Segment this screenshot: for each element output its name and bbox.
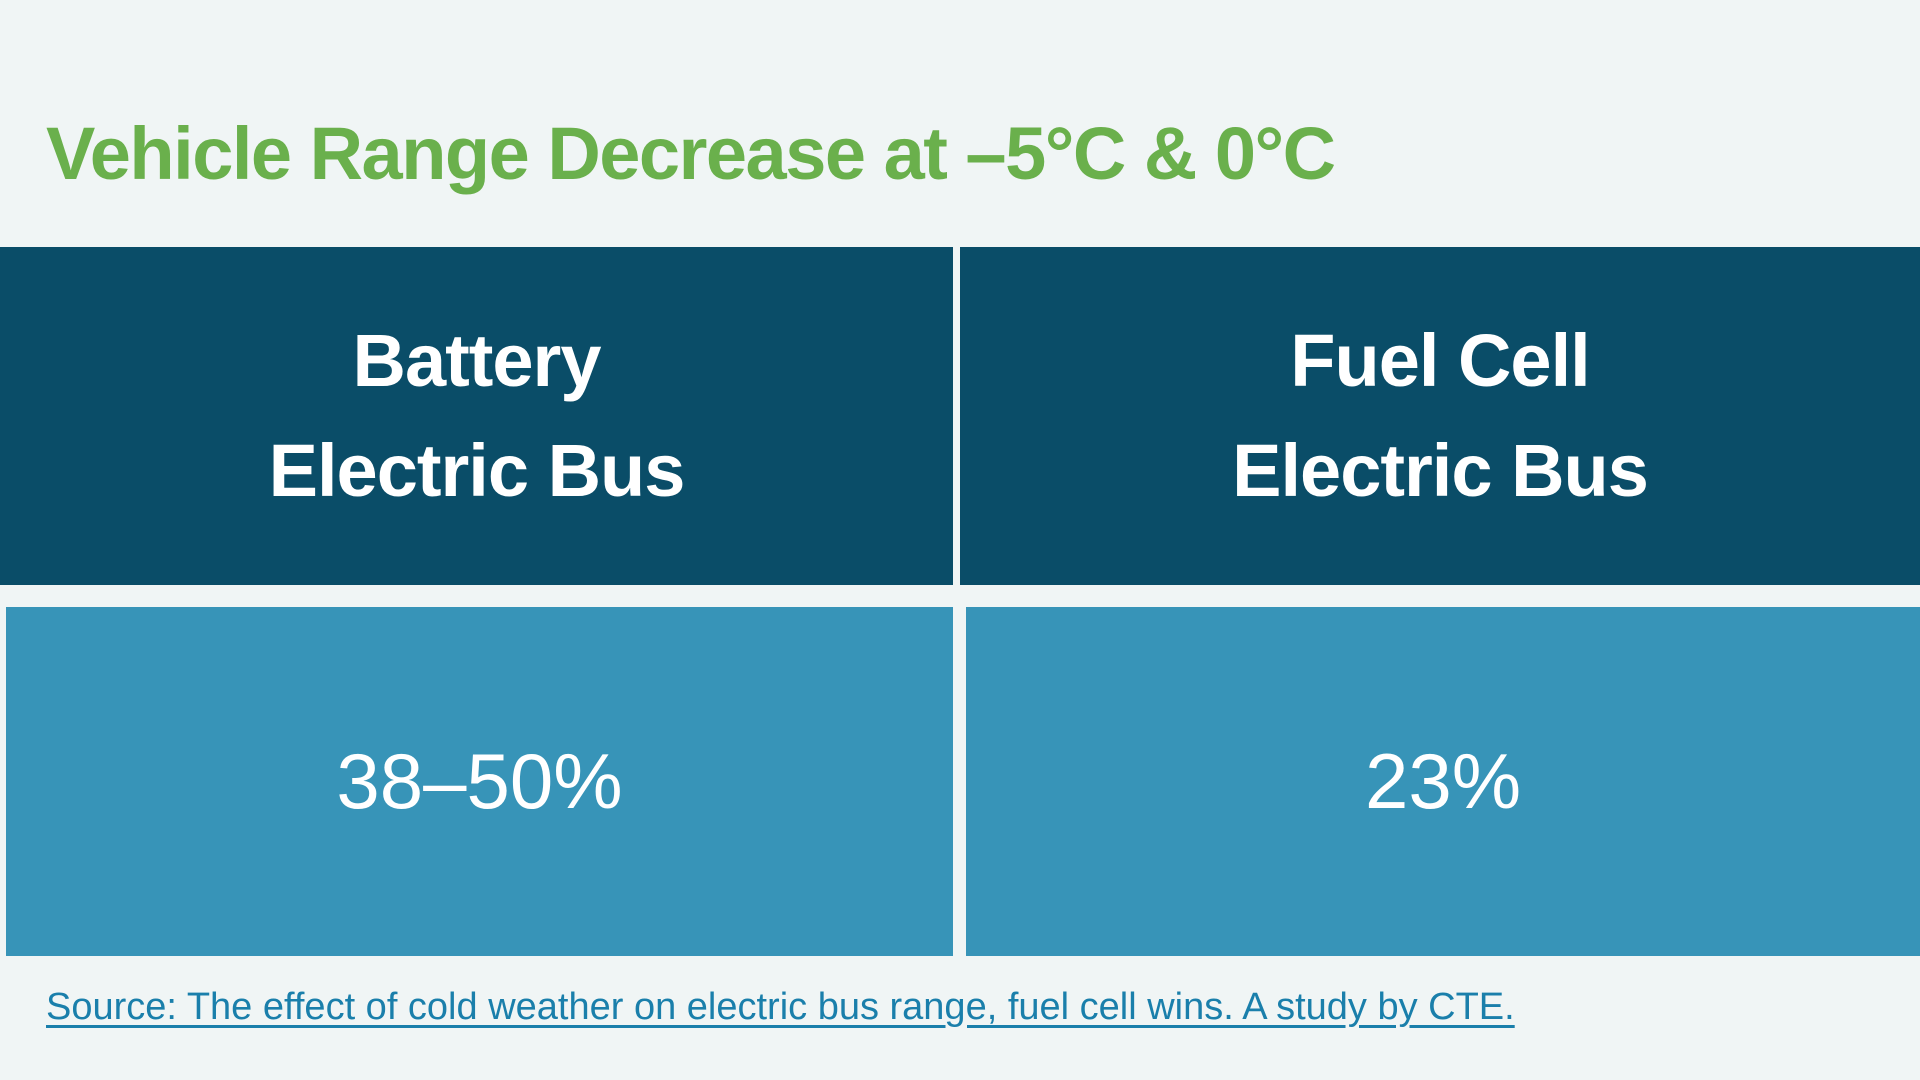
source-link[interactable]: Source: The effect of cold weather on el…	[46, 986, 1515, 1028]
header-fuel-cell-electric-bus: Fuel Cell Electric Bus	[960, 247, 1920, 585]
chart-title: Vehicle Range Decrease at –5°C & 0°C	[46, 112, 1336, 195]
value-battery-electric-bus: 38–50%	[6, 607, 953, 956]
header-fuel-cell-line1: Fuel Cell	[1290, 319, 1590, 402]
header-battery-line1: Battery	[352, 319, 602, 402]
header-battery-electric-bus: Battery Electric Bus	[0, 247, 953, 585]
header-fuel-cell-line2: Electric Bus	[1232, 429, 1649, 512]
header-battery-line2: Electric Bus	[268, 429, 686, 512]
value-fuel-cell-electric-bus: 23%	[966, 607, 1920, 956]
